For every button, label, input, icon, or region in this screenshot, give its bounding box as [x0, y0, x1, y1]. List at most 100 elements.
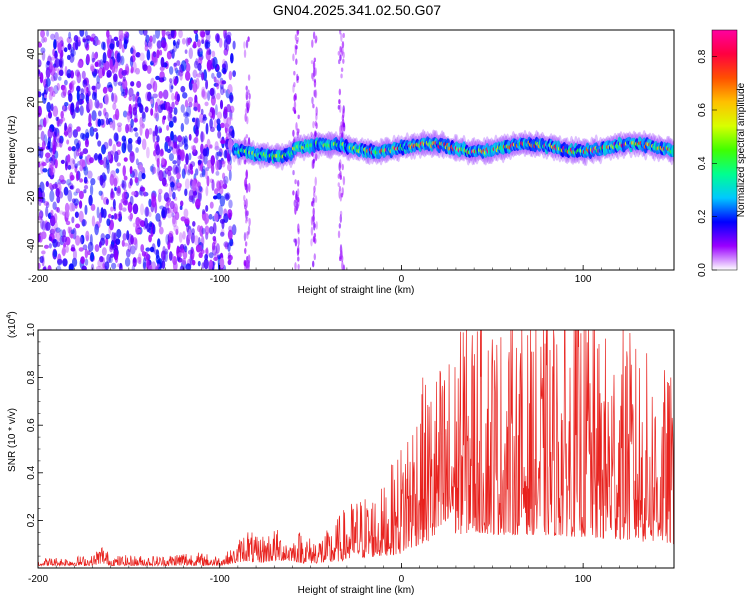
- noise-blob: [61, 235, 68, 243]
- noise-blob: [219, 195, 226, 207]
- noise-blob: [42, 168, 48, 173]
- snr-panel: -200 -100 0 100 0.2 0.4 0.6 0.8 1.0 Height of st…: [6, 311, 675, 596]
- noise-blob: [72, 159, 76, 165]
- noise-streak-blob: [248, 182, 251, 193]
- noise-blob: [49, 86, 54, 97]
- noise-blob: [38, 124, 43, 131]
- noise-blob: [83, 84, 88, 95]
- noise-streak-blob: [244, 136, 247, 145]
- noise-blob: [171, 101, 175, 110]
- noise-blob: [169, 200, 175, 210]
- noise-blob: [106, 69, 112, 78]
- noise-blob: [231, 224, 237, 236]
- noise-blob: [85, 230, 90, 242]
- noise-blob: [59, 118, 64, 124]
- noise-blob: [43, 244, 50, 249]
- noise-blob: [213, 76, 217, 83]
- noise-blob: [121, 78, 128, 90]
- noise-streak-blob: [337, 50, 341, 56]
- noise-blob: [165, 101, 171, 111]
- noise-blob: [99, 102, 103, 109]
- noise-blob: [66, 36, 72, 44]
- noise-blob: [46, 101, 52, 113]
- noise-blob: [138, 164, 144, 173]
- noise-blob: [215, 243, 220, 254]
- noise-blob: [224, 193, 230, 201]
- noise-blob: [170, 130, 174, 141]
- noise-blob: [63, 47, 68, 53]
- noise-streak-blob: [292, 106, 295, 112]
- noise-blob: [52, 201, 57, 210]
- noise-streak-blob: [312, 158, 316, 164]
- noise-blob: [60, 159, 65, 165]
- noise-blob: [158, 226, 164, 235]
- noise-blob: [53, 249, 58, 258]
- noise-blob: [101, 41, 105, 50]
- noise-blob: [173, 107, 178, 115]
- noise-blob: [105, 233, 111, 240]
- noise-streak-blob: [292, 129, 295, 137]
- noise-blob: [223, 213, 229, 224]
- noise-streak-blob: [341, 132, 344, 139]
- noise-blob: [96, 206, 100, 219]
- noise-blob: [122, 165, 126, 177]
- noise-blob: [158, 128, 163, 133]
- noise-blob: [136, 80, 142, 88]
- noise-blob: [225, 123, 229, 129]
- noise-blob: [193, 30, 198, 35]
- noise-blob: [121, 192, 128, 201]
- noise-blob: [175, 228, 179, 235]
- snr-y-tick-label: 0.8: [26, 370, 37, 384]
- noise-blob: [67, 124, 72, 133]
- noise-blob: [165, 197, 171, 203]
- noise-streak-blob: [338, 30, 342, 35]
- noise-streak-blob: [312, 121, 315, 129]
- noise-blob: [80, 234, 85, 245]
- noise-blob: [184, 99, 189, 108]
- noise-blob: [56, 195, 61, 204]
- noise-blob: [84, 248, 89, 259]
- noise-blob: [111, 262, 117, 270]
- noise-blob: [168, 153, 174, 162]
- noise-blob: [175, 164, 181, 175]
- noise-streak-blob: [293, 155, 296, 165]
- noise-blob: [153, 112, 157, 119]
- noise-blob: [219, 99, 224, 110]
- noise-blob: [216, 71, 222, 79]
- noise-streak-blob: [337, 182, 340, 187]
- noise-streak-blob: [245, 134, 249, 139]
- noise-blob: [75, 101, 79, 113]
- noise-blob: [199, 113, 205, 124]
- noise-blob: [223, 149, 228, 159]
- noise-blob: [49, 61, 54, 70]
- noise-streak-blob: [296, 196, 300, 203]
- noise-streak-blob: [341, 114, 345, 122]
- noise-blob: [44, 93, 48, 99]
- noise-blob: [200, 131, 205, 143]
- noise-streak-blob: [297, 256, 300, 262]
- noise-blob: [166, 124, 170, 131]
- noise-blob: [193, 106, 198, 111]
- noise-blob: [211, 50, 216, 58]
- noise-blob: [150, 60, 154, 66]
- noise-blob: [113, 73, 118, 83]
- noise-blob: [87, 170, 93, 179]
- noise-blob: [218, 37, 223, 48]
- noise-blob: [81, 70, 86, 80]
- noise-blob: [40, 30, 46, 38]
- spectrogram-y-tick-label: 20: [26, 96, 37, 108]
- noise-streak-blob: [245, 169, 248, 180]
- noise-blob: [75, 223, 81, 229]
- noise-blob: [128, 103, 133, 115]
- noise-blob: [67, 226, 71, 234]
- noise-blob: [76, 150, 80, 157]
- noise-blob: [176, 135, 183, 143]
- noise-blob: [105, 198, 109, 205]
- noise-blob: [179, 200, 184, 207]
- noise-blob: [232, 40, 236, 50]
- noise-blob: [211, 163, 215, 174]
- noise-blob: [65, 210, 70, 218]
- noise-streak-blob: [248, 217, 251, 227]
- noise-blob: [228, 116, 234, 121]
- noise-blob: [123, 138, 127, 150]
